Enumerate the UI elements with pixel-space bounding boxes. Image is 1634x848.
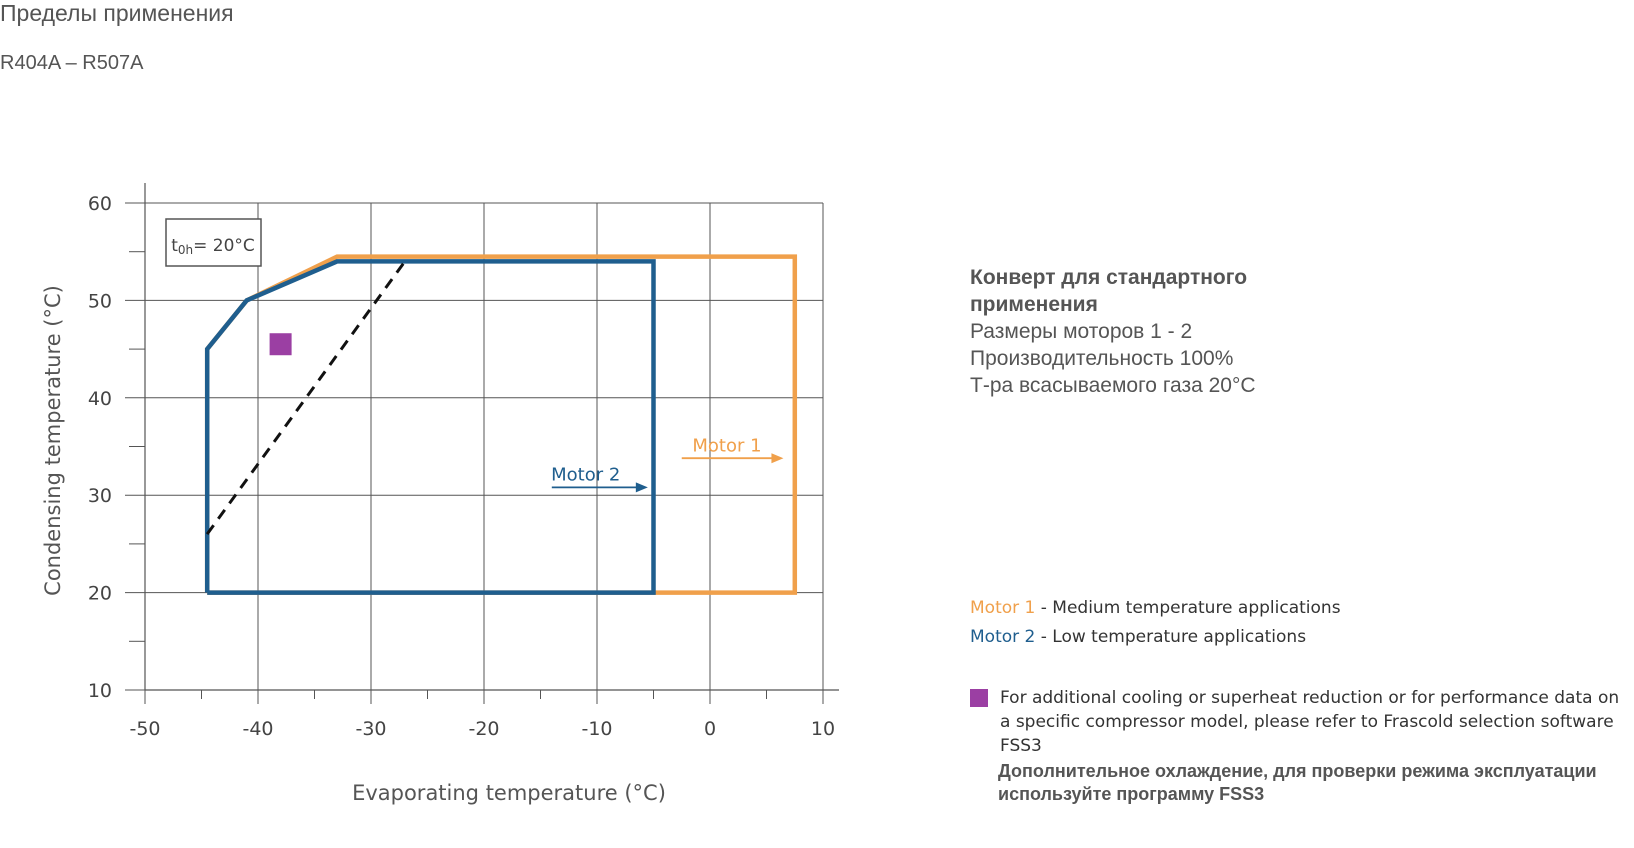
x-tick-label: -10 (581, 718, 612, 740)
x-tick-label: -40 (242, 718, 273, 740)
legend-motor-2: Motor 2 - Low temperature applications (970, 623, 1341, 652)
x-tick-label: 10 (811, 718, 835, 740)
y-tick-label: 50 (88, 290, 112, 312)
motor-legend: Motor 1 - Medium temperature application… (970, 594, 1341, 652)
application-envelope-chart: -50 -40 -30 -20 -10 0 10 10 20 30 40 50 60 Evaporatin… (41, 183, 839, 805)
y-tick-label: 60 (88, 193, 112, 215)
legend-motor-1-name: Motor 1 (970, 598, 1036, 618)
additional-cooling-marker (269, 333, 292, 356)
y-tick-label: 40 (88, 388, 112, 410)
x-tick-label: -30 (355, 718, 386, 740)
legend-motor-2-text: - Low temperature applications (1035, 627, 1307, 647)
info-capacity: Производительность 100% (970, 347, 1234, 370)
x-tick-label: 0 (704, 718, 716, 740)
note-marker-swatch (970, 689, 988, 707)
info-suction-gas: Т-ра всасываемого газа 20°C (970, 374, 1256, 397)
legend-motor-2-name: Motor 2 (970, 627, 1036, 647)
motor-1-chart-label: Motor 1 (692, 435, 761, 456)
motor-2-chart-label: Motor 2 (551, 465, 620, 486)
toh-annotation-box (165, 218, 262, 267)
motor-1-envelope (204, 254, 798, 595)
y-tick-label: 20 (88, 583, 112, 605)
info-motor-sizes: Размеры моторов 1 - 2 (970, 320, 1193, 343)
y-tick-label: 10 (88, 680, 112, 702)
note-text-en: For additional cooling or superheat redu… (1000, 688, 1620, 756)
fss3-note: For additional cooling or superheat redu… (970, 686, 1630, 758)
toh-annotation-text: t0h= 20°C (171, 236, 255, 257)
legend-motor-1-text: - Medium temperature applications (1035, 598, 1341, 618)
y-tick-label: 30 (88, 485, 112, 507)
legend-motor-1: Motor 1 - Medium temperature application… (970, 594, 1341, 623)
x-tick-label: -20 (468, 718, 499, 740)
x-tick-label: -50 (129, 718, 160, 740)
envelope-info: Конверт для стандартного применения Разм… (970, 264, 1300, 399)
refrigerant-subtitle: R404A – R507A (0, 52, 144, 74)
x-axis-title: Evaporating temperature (°C) (352, 781, 666, 805)
envelope-heading: Конверт для стандартного применения (970, 266, 1248, 316)
motor-2-arrow-head (635, 482, 648, 493)
motor-1-arrow-head (771, 453, 784, 464)
note-text-ru: Дополнительное охлаждение, для проверки … (998, 761, 1597, 804)
motor-2-envelope (204, 259, 656, 595)
page-title: Пределы применения (0, 0, 234, 26)
y-axis-title: Condensing temperature (°C) (41, 285, 65, 596)
